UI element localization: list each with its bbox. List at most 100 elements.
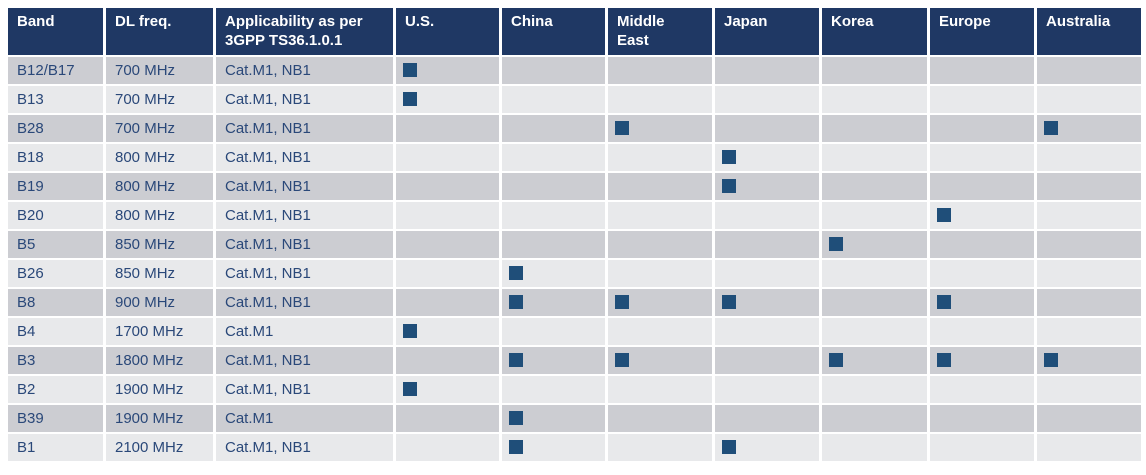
applicability-cell: Cat.M1 — [216, 317, 393, 345]
band-cell: B3 — [8, 346, 103, 374]
region-cell-china — [502, 375, 605, 403]
freq-cell: 1900 MHz — [106, 375, 213, 403]
freq-cell: 1700 MHz — [106, 317, 213, 345]
region-cell-australia — [1037, 317, 1141, 345]
region-cell-europe — [930, 56, 1034, 84]
region-cell-us — [396, 375, 499, 403]
applicability-cell: Cat.M1, NB1 — [216, 114, 393, 142]
region-cell-us — [396, 56, 499, 84]
freq-cell: 800 MHz — [106, 143, 213, 171]
band-cell: B26 — [8, 259, 103, 287]
table-row: B13 700 MHz Cat.M1, NB1 — [8, 85, 1141, 113]
region-cell-australia — [1037, 143, 1141, 171]
region-cell-china — [502, 259, 605, 287]
support-mark-square — [509, 295, 523, 309]
freq-cell: 2100 MHz — [106, 433, 213, 461]
support-mark-square — [1044, 121, 1058, 135]
support-mark-square — [403, 324, 417, 338]
table-row: B2 1900 MHz Cat.M1, NB1 — [8, 375, 1141, 403]
region-cell-middle_east — [608, 375, 712, 403]
region-cell-australia — [1037, 172, 1141, 200]
freq-cell: 900 MHz — [106, 288, 213, 316]
applicability-cell: Cat.M1, NB1 — [216, 346, 393, 374]
band-cell: B8 — [8, 288, 103, 316]
region-cell-europe — [930, 433, 1034, 461]
table-row: B4 1700 MHz Cat.M1 — [8, 317, 1141, 345]
region-cell-japan — [715, 201, 819, 229]
region-cell-us — [396, 317, 499, 345]
region-cell-europe — [930, 143, 1034, 171]
region-cell-middle_east — [608, 85, 712, 113]
region-cell-japan — [715, 375, 819, 403]
support-mark-square — [722, 440, 736, 454]
band-applicability-table: Band DL freq. Applicability as per 3GPP TS… — [5, 6, 1144, 463]
region-cell-korea — [822, 201, 927, 229]
region-cell-europe — [930, 114, 1034, 142]
region-cell-japan — [715, 288, 819, 316]
region-cell-us — [396, 346, 499, 374]
region-cell-china — [502, 201, 605, 229]
table-row: B19 800 MHz Cat.M1, NB1 — [8, 172, 1141, 200]
table-row: B8 900 MHz Cat.M1, NB1 — [8, 288, 1141, 316]
table-body: B12/B17 700 MHz Cat.M1, NB1 B13 700 MHz Cat.M… — [8, 56, 1141, 461]
support-mark-square — [509, 440, 523, 454]
table-row: B5 850 MHz Cat.M1, NB1 — [8, 230, 1141, 258]
region-cell-japan — [715, 230, 819, 258]
freq-cell: 850 MHz — [106, 259, 213, 287]
band-cell: B39 — [8, 404, 103, 432]
column-header-us: U.S. — [396, 8, 499, 55]
region-cell-china — [502, 172, 605, 200]
region-cell-korea — [822, 404, 927, 432]
region-cell-japan — [715, 85, 819, 113]
region-cell-korea — [822, 288, 927, 316]
applicability-cell: Cat.M1, NB1 — [216, 433, 393, 461]
support-mark-square — [403, 382, 417, 396]
region-cell-japan — [715, 114, 819, 142]
region-cell-us — [396, 172, 499, 200]
region-cell-europe — [930, 375, 1034, 403]
region-cell-us — [396, 143, 499, 171]
region-cell-us — [396, 85, 499, 113]
band-cell: B28 — [8, 114, 103, 142]
region-cell-korea — [822, 85, 927, 113]
region-cell-europe — [930, 201, 1034, 229]
region-cell-us — [396, 404, 499, 432]
band-applicability-table-wrap: Band DL freq. Applicability as per 3GPP TS… — [5, 6, 1144, 463]
column-header-middle_east: Middle East — [608, 8, 712, 55]
region-cell-china — [502, 143, 605, 171]
region-cell-japan — [715, 346, 819, 374]
region-cell-australia — [1037, 56, 1141, 84]
region-cell-middle_east — [608, 433, 712, 461]
applicability-cell: Cat.M1, NB1 — [216, 230, 393, 258]
support-mark-square — [615, 295, 629, 309]
applicability-cell: Cat.M1, NB1 — [216, 201, 393, 229]
region-cell-europe — [930, 317, 1034, 345]
region-cell-korea — [822, 375, 927, 403]
freq-cell: 700 MHz — [106, 85, 213, 113]
header-row: Band DL freq. Applicability as per 3GPP TS… — [8, 8, 1141, 55]
region-cell-japan — [715, 317, 819, 345]
support-mark-square — [829, 353, 843, 367]
band-cell: B1 — [8, 433, 103, 461]
region-cell-korea — [822, 172, 927, 200]
band-cell: B5 — [8, 230, 103, 258]
region-cell-japan — [715, 56, 819, 84]
applicability-cell: Cat.M1, NB1 — [216, 375, 393, 403]
band-cell: B4 — [8, 317, 103, 345]
region-cell-europe — [930, 404, 1034, 432]
band-cell: B19 — [8, 172, 103, 200]
region-cell-europe — [930, 172, 1034, 200]
region-cell-australia — [1037, 404, 1141, 432]
region-cell-middle_east — [608, 230, 712, 258]
support-mark-square — [937, 295, 951, 309]
freq-cell: 700 MHz — [106, 114, 213, 142]
region-cell-korea — [822, 143, 927, 171]
freq-cell: 1900 MHz — [106, 404, 213, 432]
support-mark-square — [829, 237, 843, 251]
support-mark-square — [615, 121, 629, 135]
region-cell-us — [396, 114, 499, 142]
region-cell-middle_east — [608, 56, 712, 84]
region-cell-us — [396, 201, 499, 229]
freq-cell: 800 MHz — [106, 172, 213, 200]
region-cell-middle_east — [608, 317, 712, 345]
